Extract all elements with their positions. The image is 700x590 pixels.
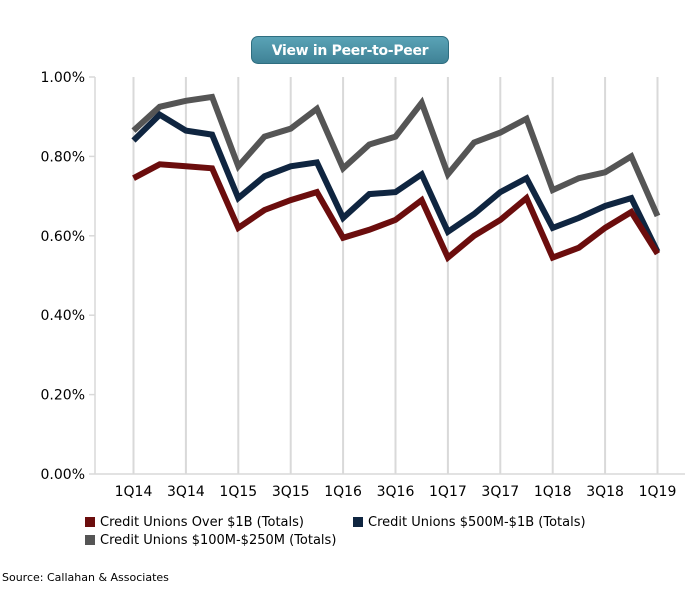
- legend-item-over-1b: Credit Unions Over $1B (Totals): [85, 515, 304, 530]
- series-line-1: [131, 110, 661, 254]
- y-tick-label: 0.20%: [41, 388, 85, 404]
- legend-item-100m-250m: Credit Unions $100M-$250M (Totals): [85, 533, 336, 548]
- x-tick-label: 1Q18: [534, 484, 572, 500]
- y-axis-tick-labels: 0.00% 0.20% 0.40% 0.60% 0.80% 1.00%: [41, 70, 85, 483]
- x-tick-label: 3Q14: [167, 484, 205, 500]
- chart-series: [131, 93, 661, 263]
- chart-grid: [132, 77, 659, 474]
- legend-item-500m-1b: Credit Unions $500M-$1B (Totals): [353, 515, 586, 530]
- series-line-0: [132, 161, 661, 263]
- x-axis-tick-labels: 1Q14 3Q14 1Q15 3Q15 1Q16 3Q16 1Q17 3Q17 1Q18 3Q18…: [115, 484, 677, 500]
- y-tick-label: 0.40%: [41, 308, 85, 324]
- x-tick-label: 1Q17: [429, 484, 467, 500]
- legend-label: Credit Unions $100M-$250M (Totals): [100, 533, 337, 548]
- x-tick-label: 3Q18: [586, 484, 624, 500]
- legend-label: Credit Unions $500M-$1B (Totals): [368, 515, 586, 530]
- legend-swatch: [85, 535, 95, 545]
- source-note: Source: Callahan & Associates: [2, 571, 169, 584]
- y-tick-label: 0.60%: [41, 229, 85, 245]
- y-tick-label: 0.80%: [41, 149, 85, 165]
- x-tick-label: 3Q15: [272, 484, 310, 500]
- x-tick-label: 3Q16: [377, 484, 415, 500]
- y-tick-label: 1.00%: [41, 70, 85, 86]
- y-tick-label: 0.00%: [41, 467, 85, 483]
- x-tick-label: 1Q15: [219, 484, 257, 500]
- series-line-2: [131, 93, 661, 218]
- chart-axes: [89, 76, 685, 475]
- x-tick-label: 1Q19: [639, 484, 677, 500]
- x-tick-label: 3Q17: [481, 484, 519, 500]
- view-in-peer-to-peer-button[interactable]: View in Peer-to-Peer: [251, 36, 449, 64]
- legend-swatch: [85, 517, 95, 527]
- legend-label: Credit Unions Over $1B (Totals): [100, 515, 304, 530]
- legend-swatch: [353, 517, 363, 527]
- x-tick-label: 1Q14: [115, 484, 153, 500]
- x-tick-label: 1Q16: [324, 484, 362, 500]
